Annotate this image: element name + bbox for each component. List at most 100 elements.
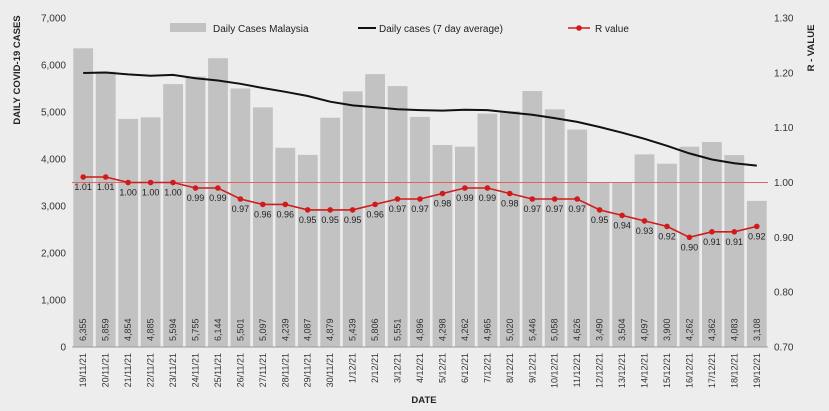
x-tick-label: 25/11/21 <box>213 353 223 387</box>
bar <box>544 109 565 347</box>
r-value-point <box>147 179 154 186</box>
x-tick-label: 24/11/21 <box>191 353 201 387</box>
bar-value-label: 4,965 <box>482 318 492 341</box>
bar-value-label: 5,020 <box>505 318 515 341</box>
r-value-label: 0.93 <box>636 226 654 236</box>
r-value-point <box>372 201 378 208</box>
bar-value-label: 4,896 <box>415 318 425 341</box>
bar <box>724 155 745 347</box>
x-tick-label: 14/12/21 <box>640 353 650 388</box>
bar <box>185 76 206 347</box>
r-value-point <box>102 174 109 180</box>
bar <box>477 113 498 347</box>
bar-value-label: 4,854 <box>123 318 133 341</box>
x-tick-label: 4/12/21 <box>415 353 425 383</box>
x-tick-label: 12/12/21 <box>595 353 605 388</box>
x-tick-label: 9/12/21 <box>527 353 537 383</box>
bar <box>253 107 273 348</box>
y2-tick-label: 0.80 <box>774 288 794 299</box>
bar-value-label: 4,262 <box>684 318 694 341</box>
x-axis-title: DATE <box>411 395 436 406</box>
x-tick-label: 23/11/21 <box>168 353 178 387</box>
x-tick-label: 21/11/21 <box>123 353 133 387</box>
r-value-point <box>327 207 334 213</box>
r-value-point <box>709 229 715 235</box>
bar <box>657 163 677 347</box>
r-value-point <box>394 196 401 202</box>
x-tick-label: 15/12/21 <box>662 353 672 388</box>
bar <box>567 129 588 347</box>
x-tick-label: 26/11/21 <box>235 353 245 387</box>
x-tick-label: 5/12/21 <box>438 353 448 383</box>
x-tick-label: 11/12/21 <box>572 353 582 387</box>
r-value-label: 1.00 <box>119 188 137 198</box>
x-tick-label: 1/12/21 <box>348 353 358 383</box>
r-value-label: 0.90 <box>681 242 699 252</box>
y2-tick-label: 0.90 <box>774 233 794 244</box>
y2-axis-title: R - VALUE <box>806 25 817 72</box>
x-tick-label: 29/11/21 <box>303 353 313 387</box>
bar <box>432 145 453 347</box>
bar-series: 6,355 5,859 4,854 4,885 5,594 5,755 6,144 5,501… <box>73 48 767 348</box>
r-value-point <box>641 218 648 224</box>
r-value-label: 0.94 <box>613 220 631 230</box>
r-value-label: 0.95 <box>344 215 362 225</box>
x-tick-label: 19/12/21 <box>752 353 762 388</box>
r-value-point <box>237 196 244 202</box>
r-value-point <box>439 190 446 197</box>
r-value-point <box>731 229 738 235</box>
r-value-label: 0.95 <box>591 215 609 225</box>
r-value-label: 0.98 <box>501 199 519 209</box>
r-value-point <box>282 201 289 208</box>
r-value-point <box>574 196 580 202</box>
r-value-label: 0.91 <box>703 237 721 247</box>
bar <box>320 117 341 347</box>
r-value-label: 0.97 <box>568 204 586 214</box>
bar-value-label: 6,144 <box>213 318 223 341</box>
bar <box>208 58 228 347</box>
r-value-series: 1.01 1.01 1.00 1.00 1.00 0.99 0.99 0.97 0.96 0.96… <box>74 174 766 252</box>
x-tick-label: 6/12/21 <box>460 353 470 383</box>
bar <box>455 146 475 347</box>
bar <box>73 48 94 348</box>
r-value-label: 0.97 <box>232 204 250 214</box>
y2-tick-label: 1.30 <box>774 14 794 25</box>
bar <box>387 86 408 347</box>
r-value-label: 0.99 <box>479 193 497 203</box>
average-line <box>83 71 757 167</box>
bar-value-label: 3,108 <box>752 318 762 341</box>
r-value-point <box>507 190 513 197</box>
y-axis-title: DAILY COVID-19 CASES <box>12 15 23 124</box>
y-tick-label: 4,000 <box>41 155 66 166</box>
bar-value-label: 5,755 <box>191 318 201 341</box>
legend-swatch-bars <box>170 23 206 32</box>
r-value-point <box>192 185 199 191</box>
bar <box>679 146 700 347</box>
legend-swatch-r-marker <box>576 25 582 31</box>
r-value-label: 0.92 <box>748 231 766 241</box>
r-value-point <box>686 234 693 241</box>
bar-value-label: 3,504 <box>617 318 627 341</box>
bar <box>589 183 610 347</box>
x-tick-label: 8/12/21 <box>505 353 515 383</box>
bar <box>365 74 385 347</box>
r-value-point <box>304 207 311 213</box>
y-tick-label: 0 <box>60 343 66 354</box>
r-value-label: 0.97 <box>546 204 564 214</box>
bar <box>230 88 251 347</box>
r-value-point <box>619 212 625 219</box>
bar <box>140 117 161 348</box>
bar <box>95 71 116 347</box>
x-tick-label: 10/12/21 <box>550 353 560 388</box>
x-tick-label: 22/11/21 <box>146 353 156 387</box>
bar <box>342 91 363 348</box>
bar <box>163 84 183 347</box>
r-value-point <box>349 207 356 213</box>
y-tick-label: 6,000 <box>41 61 66 72</box>
r-value-point <box>596 207 603 213</box>
r-value-point <box>754 223 760 230</box>
y2-tick-label: 1.20 <box>774 68 794 79</box>
r-value-label: 1.00 <box>142 188 160 198</box>
legend-label-r-line: R value <box>595 24 629 35</box>
